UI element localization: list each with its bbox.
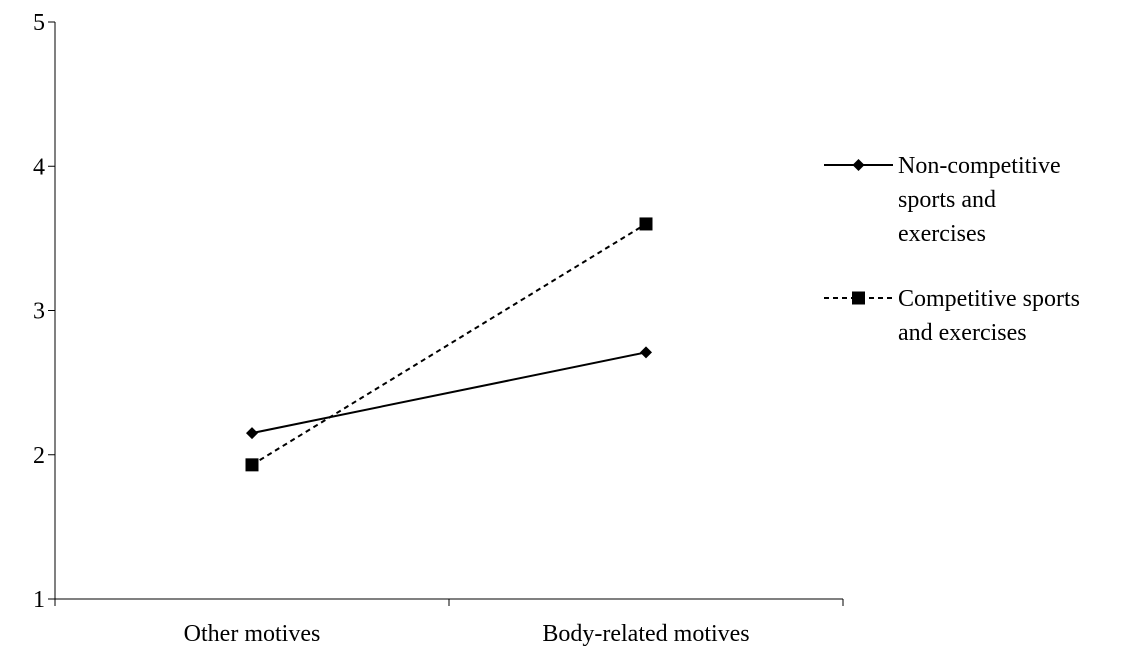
series-2 bbox=[245, 217, 653, 472]
legend-marker bbox=[852, 291, 865, 305]
y-axis-ticks: 1 2 3 4 5 bbox=[33, 10, 55, 613]
y-tick-label: 5 bbox=[33, 10, 45, 36]
y-tick-label: 2 bbox=[33, 443, 45, 469]
series-layer bbox=[245, 217, 653, 472]
y-tick-label: 4 bbox=[33, 154, 45, 180]
data-point-square bbox=[245, 458, 259, 472]
legend-label: and exercises bbox=[898, 320, 1027, 346]
data-point-square bbox=[639, 217, 653, 231]
legend-label: Competitive sports bbox=[898, 286, 1080, 312]
x-tick-label: Body-related motives bbox=[542, 621, 749, 647]
y-tick-label: 1 bbox=[33, 587, 45, 613]
data-point-diamond bbox=[640, 346, 652, 359]
y-tick-label: 3 bbox=[33, 299, 45, 325]
data-point-diamond bbox=[246, 427, 258, 440]
series-line bbox=[251, 223, 647, 466]
series-line bbox=[251, 351, 647, 435]
legend-label: sports and bbox=[898, 187, 996, 213]
x-axis-ticks: Other motives Body-related motives bbox=[54, 599, 844, 647]
legend-label: exercises bbox=[898, 221, 986, 247]
legend-item: Non-competitive sports and exercises bbox=[824, 153, 1061, 247]
x-tick-label: Other motives bbox=[184, 621, 321, 647]
legend: Non-competitive sports and exercises Compet… bbox=[824, 153, 1080, 346]
legend-item: Competitive sports and exercises bbox=[824, 286, 1080, 346]
series-1 bbox=[246, 346, 652, 440]
legend-marker bbox=[852, 159, 865, 171]
axes bbox=[54, 22, 843, 600]
legend-label: Non-competitive bbox=[898, 153, 1061, 179]
